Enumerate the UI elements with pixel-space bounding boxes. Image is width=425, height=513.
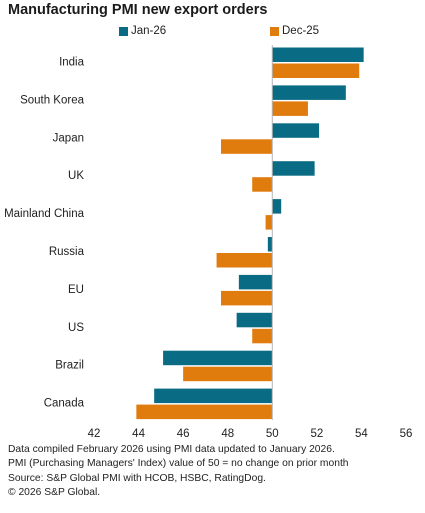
x-tick-label: 54	[355, 428, 368, 440]
bar-us-dec-25	[252, 329, 272, 344]
bar-india-jan-26	[272, 48, 363, 63]
bar-uk-dec-25	[252, 177, 272, 192]
category-label-mainland-china: Mainland China	[4, 208, 85, 220]
footer-line-4: © 2026 S&P Global.	[8, 486, 349, 500]
category-label-russia: Russia	[49, 246, 85, 258]
footer-line-2: PMI (Purchasing Managers' Index) value o…	[8, 457, 349, 471]
bar-canada-dec-25	[136, 405, 272, 420]
x-tick-label: 48	[221, 428, 234, 440]
category-label-japan: Japan	[53, 132, 84, 144]
footer-line-3: Source: S&P Global PMI with HCOB, HSBC, …	[8, 472, 349, 486]
x-tick-label: 42	[88, 428, 101, 440]
bar-russia-jan-26	[268, 237, 272, 252]
bar-japan-dec-25	[221, 139, 272, 154]
x-tick-label: 56	[400, 428, 413, 440]
bar-mainland-china-jan-26	[272, 199, 281, 214]
footer-line-1: Data compiled February 2026 using PMI da…	[8, 443, 349, 457]
x-tick-label: 44	[132, 428, 145, 440]
x-tick-label: 50	[266, 428, 279, 440]
x-tick-label: 52	[310, 428, 323, 440]
bar-mainland-china-dec-25	[266, 215, 273, 230]
bar-canada-jan-26	[154, 389, 272, 404]
category-label-india: India	[59, 57, 85, 69]
bar-india-dec-25	[272, 64, 359, 79]
category-label-eu: EU	[68, 284, 84, 296]
category-label-south-korea: South Korea	[20, 94, 85, 106]
bar-south-korea-dec-25	[272, 101, 308, 116]
bar-eu-dec-25	[221, 291, 272, 306]
category-label-uk: UK	[68, 170, 84, 182]
bar-uk-jan-26	[272, 161, 314, 176]
bar-brazil-dec-25	[183, 367, 272, 382]
category-label-brazil: Brazil	[55, 360, 84, 372]
bar-japan-jan-26	[272, 123, 319, 138]
bar-us-jan-26	[237, 313, 273, 328]
bar-brazil-jan-26	[163, 351, 272, 366]
footer-notes: Data compiled February 2026 using PMI da…	[8, 443, 349, 500]
bar-south-korea-jan-26	[272, 85, 346, 100]
bar-russia-dec-25	[217, 253, 273, 268]
x-tick-label: 46	[177, 428, 190, 440]
bar-eu-jan-26	[239, 275, 272, 290]
category-label-canada: Canada	[44, 398, 85, 410]
category-label-us: US	[68, 322, 84, 334]
